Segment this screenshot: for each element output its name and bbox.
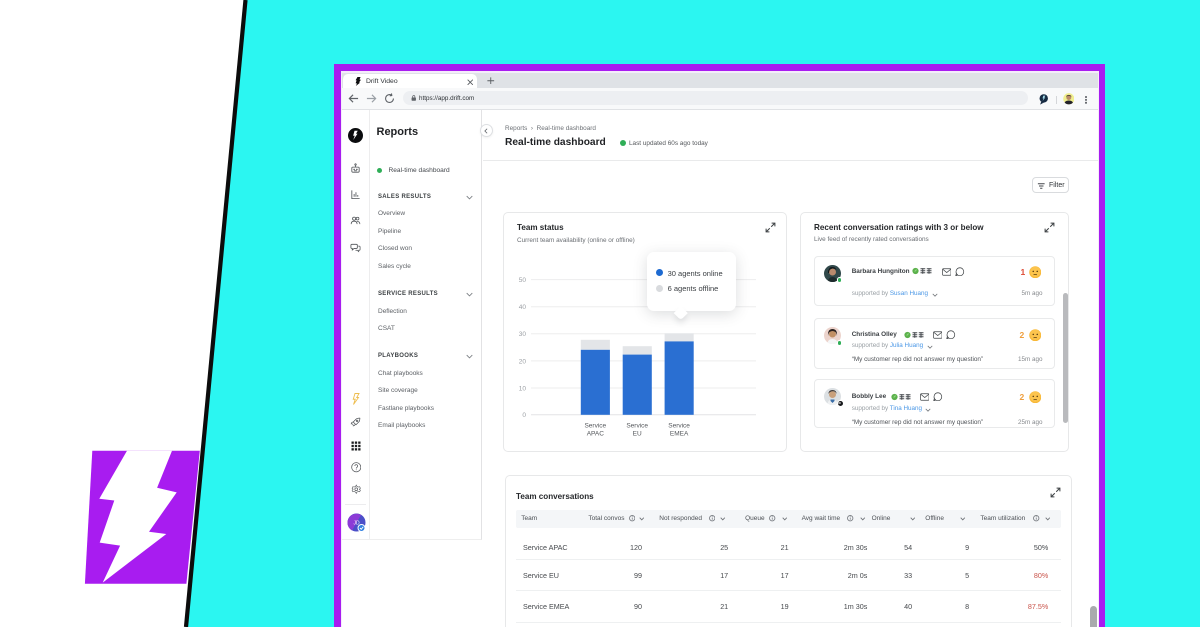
svg-text:JD: JD bbox=[353, 521, 360, 527]
svg-text:Service: Service bbox=[626, 422, 648, 429]
svg-text:Service: Service bbox=[668, 422, 690, 429]
svg-text:10: 10 bbox=[519, 385, 527, 392]
svg-text:APAC: APAC bbox=[587, 430, 605, 437]
svg-text:EMEA: EMEA bbox=[670, 430, 689, 437]
svg-text:0: 0 bbox=[522, 412, 526, 419]
svg-text:40: 40 bbox=[519, 304, 527, 311]
svg-text:30: 30 bbox=[519, 331, 527, 338]
svg-text:50: 50 bbox=[519, 277, 527, 284]
svg-text:EU: EU bbox=[633, 430, 642, 437]
svg-text:20: 20 bbox=[519, 358, 527, 365]
svg-text:Service: Service bbox=[584, 422, 606, 429]
